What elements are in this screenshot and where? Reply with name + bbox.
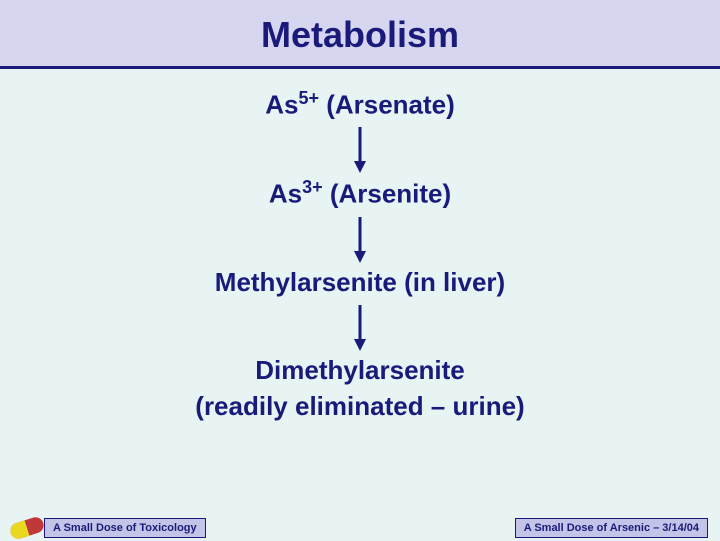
step-label: Methylarsenite (in liver) xyxy=(215,267,505,297)
step-sup: 3+ xyxy=(302,177,323,197)
arrow-down-icon xyxy=(350,215,370,263)
flow-step-3: Methylarsenite (in liver) xyxy=(215,266,505,300)
arrow-2 xyxy=(350,212,370,266)
step-label: (Arsenate) xyxy=(319,90,455,120)
flow-content: As5+ (Arsenate) As3+ (Arsenite) Methylar… xyxy=(0,69,720,510)
page-title: Metabolism xyxy=(0,14,720,56)
flow-step-1: As5+ (Arsenate) xyxy=(265,87,455,122)
header: Metabolism xyxy=(0,0,720,66)
flow-step-2: As3+ (Arsenite) xyxy=(269,176,451,211)
arrow-down-icon xyxy=(350,303,370,351)
pill-icon xyxy=(8,515,45,541)
footer-left: A Small Dose of Toxicology xyxy=(44,518,206,538)
step-sublabel: (readily eliminated – urine) xyxy=(195,390,524,424)
step-prefix: As xyxy=(265,90,298,120)
step-prefix: As xyxy=(269,179,302,209)
step-label: Dimethylarsenite xyxy=(195,354,524,388)
arrow-3 xyxy=(350,300,370,354)
footer: A Small Dose of Toxicology A Small Dose … xyxy=(0,516,720,540)
arrow-down-icon xyxy=(350,125,370,173)
step-label: (Arsenite) xyxy=(323,179,452,209)
step-sup: 5+ xyxy=(298,88,319,108)
flow-step-4: Dimethylarsenite (readily eliminated – u… xyxy=(195,354,524,424)
footer-right: A Small Dose of Arsenic – 3/14/04 xyxy=(515,518,708,538)
arrow-1 xyxy=(350,122,370,176)
